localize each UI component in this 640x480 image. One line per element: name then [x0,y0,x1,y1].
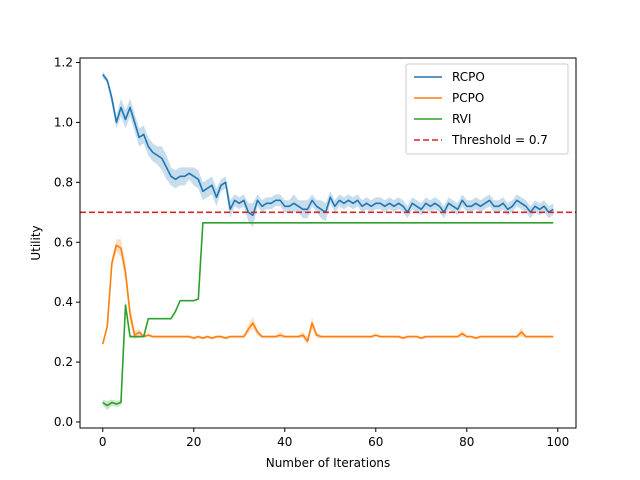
y-tick-label: 0.0 [54,415,73,429]
legend-label: RVI [452,112,471,126]
y-axis-ticks: 0.0 0.2 0.4 0.6 0.8 1.0 1.2 [54,55,80,429]
x-tick-label: 0 [99,435,107,449]
y-tick-label: 1.0 [54,115,73,129]
x-tick-label: 80 [459,435,474,449]
y-tick-label: 0.4 [54,295,73,309]
x-axis-label: Number of Iterations [266,456,391,470]
rvi-confidence-band [102,222,554,411]
rcpo-confidence-band [102,71,554,228]
series-lines [101,73,554,407]
x-tick-label: 60 [368,435,383,449]
legend-label: Threshold = 0.7 [451,133,548,147]
rvi-line [102,221,554,407]
legend-box [405,63,569,155]
legend-label: PCPO [452,91,484,105]
y-axis-label: Utility [29,225,43,260]
plot-area [80,71,576,411]
legend: RCPO PCPO RVI Threshold = 0.7 [405,63,569,155]
y-tick-label: 0.2 [54,355,73,369]
y-tick-label: 1.2 [54,55,73,69]
y-tick-label: 0.8 [54,175,73,189]
x-tick-label: 20 [186,435,201,449]
x-tick-label: 40 [277,435,292,449]
y-tick-label: 0.6 [54,235,73,249]
x-tick-label: 100 [546,435,569,449]
rcpo-line [102,73,554,217]
x-axis-ticks: 0 20 40 60 80 100 [99,428,569,449]
legend-label: RCPO [452,70,485,84]
pcpo-line [101,244,554,345]
axes-frame [79,57,577,429]
pcpo-confidence-band [102,239,554,346]
